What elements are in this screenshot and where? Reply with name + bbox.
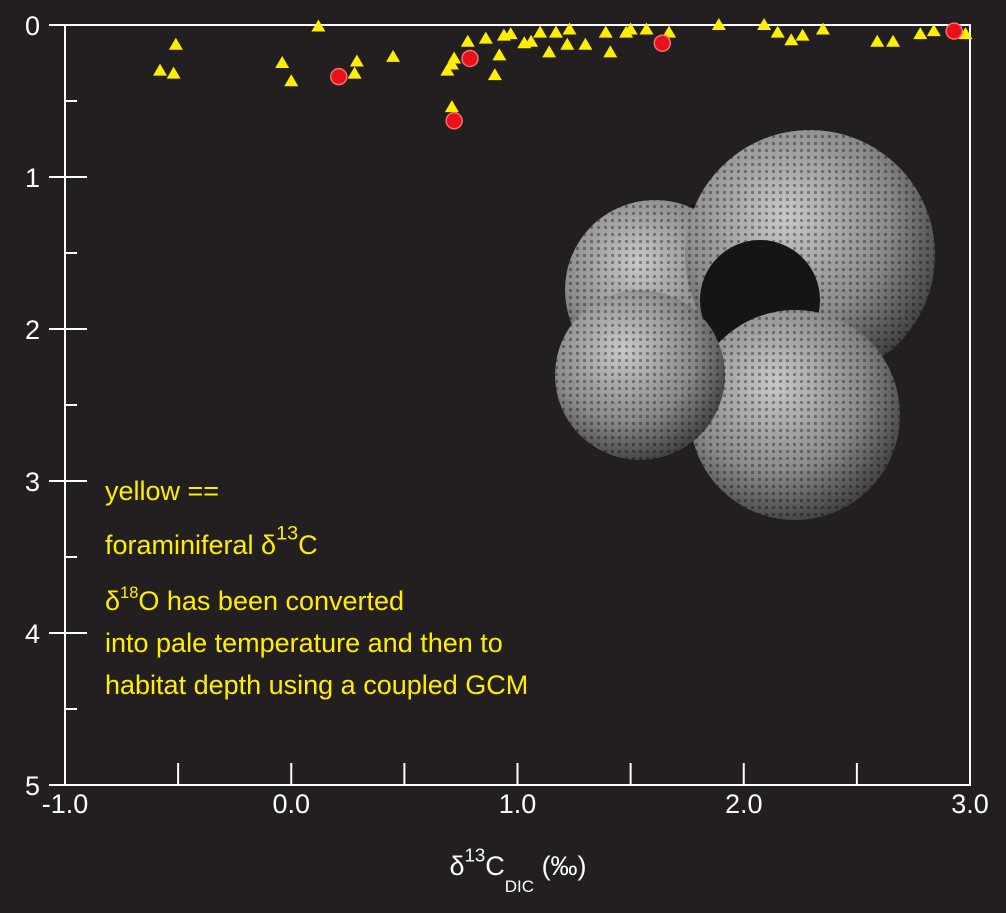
y-tick-label: 5 <box>25 771 40 801</box>
y-tick-label: 0 <box>25 11 40 41</box>
triangle-point <box>548 25 563 38</box>
x-tick-label: 3.0 <box>951 789 989 819</box>
triangle-point <box>440 63 455 76</box>
text-part: δ <box>449 851 464 881</box>
foraminifera-image <box>555 130 935 520</box>
y-tick-label: 4 <box>25 619 40 649</box>
triangle-point <box>913 27 928 40</box>
annotation: δ18​O has been converted <box>105 584 404 616</box>
triangle-point <box>447 51 462 64</box>
triangle-point <box>815 22 830 35</box>
triangle-point <box>284 74 299 87</box>
triangle-point <box>444 100 459 113</box>
triangle-point <box>311 19 326 32</box>
annotation: into pale temperature and then to <box>105 628 503 658</box>
triangle-point <box>444 57 459 70</box>
text-part: 18 <box>120 584 138 602</box>
triangle-point <box>560 37 575 50</box>
triangle-point <box>503 27 518 40</box>
text-part: (‰) <box>534 851 586 881</box>
text-part: δ <box>105 586 120 616</box>
triangle-point <box>487 68 502 81</box>
text-part: yellow == <box>105 476 219 506</box>
triangle-point <box>275 56 290 68</box>
triangle-point <box>578 37 593 50</box>
triangle-point <box>542 45 557 58</box>
text-part: C <box>298 530 318 560</box>
annotation: yellow == <box>105 476 219 506</box>
triangle-point <box>886 34 901 47</box>
triangle-point <box>460 34 475 47</box>
triangle-point <box>711 18 726 30</box>
text-part: foraminiferal δ <box>105 530 276 560</box>
text-part: into pale temperature and then to <box>105 628 503 658</box>
triangle-point <box>623 22 638 35</box>
x-tick-label: 0.0 <box>272 789 310 819</box>
circle-point <box>653 34 672 52</box>
text-part: C <box>485 851 505 881</box>
x-tick-label: -1.0 <box>42 789 89 819</box>
y-tick-label: 1 <box>25 163 40 193</box>
triangle-point <box>166 66 181 79</box>
triangle-point <box>478 31 493 44</box>
triangle-point <box>524 34 539 47</box>
triangle-point <box>533 25 548 38</box>
triangle-point <box>662 25 677 38</box>
x-tick-label: 2.0 <box>725 789 763 819</box>
triangle-point <box>926 24 941 37</box>
circle-point <box>445 112 463 130</box>
triangle-point <box>784 33 799 46</box>
triangle-point <box>168 37 183 50</box>
triangle-point <box>347 66 362 79</box>
triangle-point <box>349 54 364 67</box>
y-tick-label: 2 <box>25 315 40 345</box>
x-axis-label: δ13​CDIC​ (‰) <box>449 844 586 896</box>
circle-point <box>945 22 963 40</box>
triangle-point <box>795 28 810 41</box>
triangle-point <box>153 63 168 76</box>
triangle-point <box>562 22 577 35</box>
x-tick-label: 1.0 <box>499 789 537 819</box>
triangle-point <box>870 34 885 47</box>
triangle-point <box>958 27 973 40</box>
triangle-point <box>492 48 507 61</box>
annotation: habitat depth using a coupled GCM <box>105 670 528 700</box>
circle-point <box>461 49 479 68</box>
circle-point <box>330 67 348 86</box>
text-part: DIC <box>505 877 534 896</box>
triangle-point <box>386 49 401 62</box>
y-tick-label: 3 <box>25 467 40 497</box>
text-part: 13 <box>464 844 485 865</box>
annotation: foraminiferal δ13​C <box>105 523 318 560</box>
triangle-point <box>598 25 613 38</box>
triangle-point <box>770 25 785 38</box>
text-part: 13 <box>276 523 298 545</box>
triangle-point <box>639 22 654 35</box>
text-part: O has been converted <box>138 586 404 616</box>
triangle-point <box>757 18 772 30</box>
text-part: habitat depth using a coupled GCM <box>105 670 528 700</box>
triangle-point <box>603 45 618 58</box>
